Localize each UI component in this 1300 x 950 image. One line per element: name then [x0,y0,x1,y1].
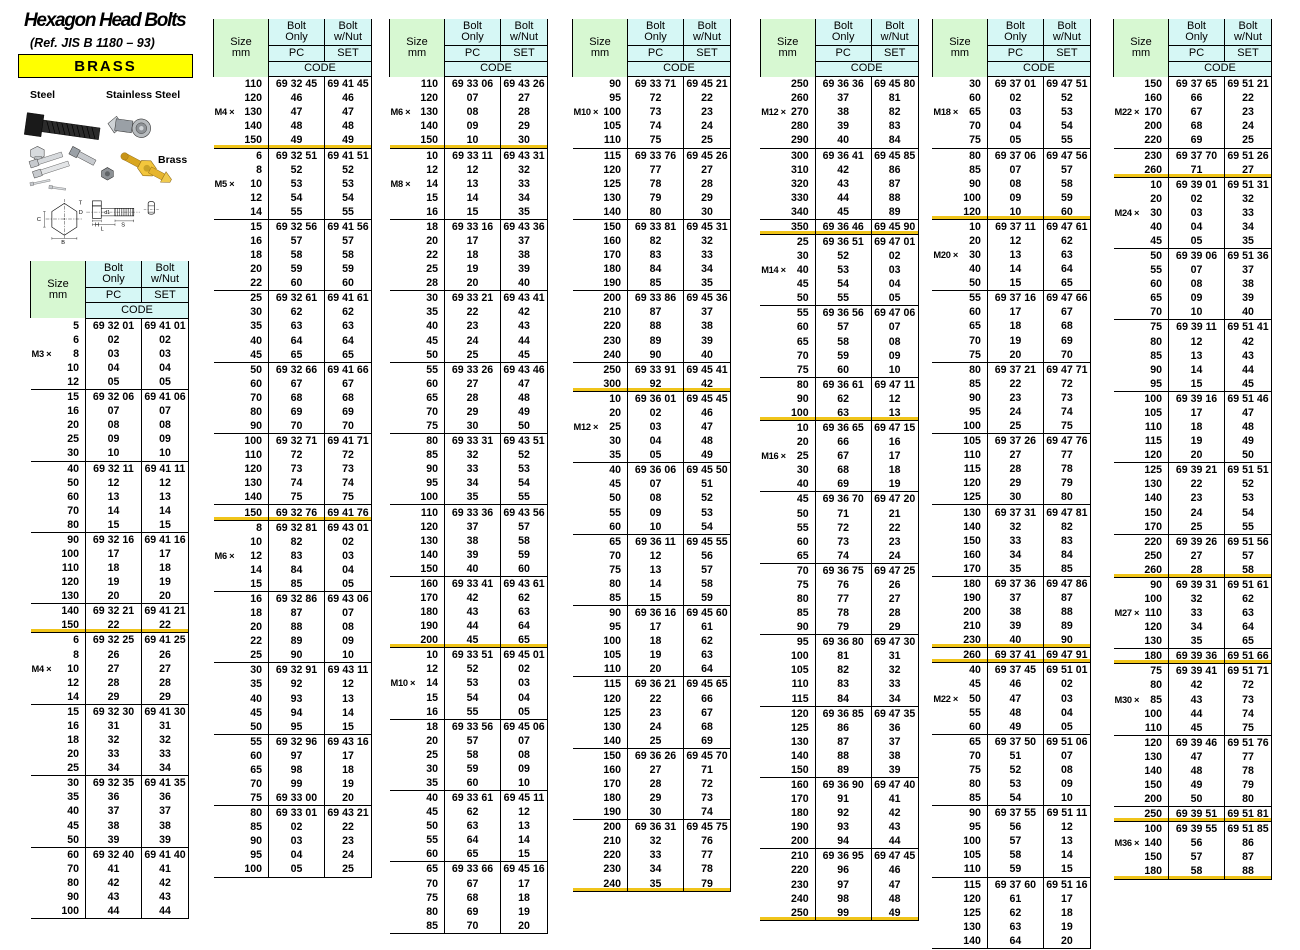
svg-text:S: S [121,223,125,229]
svg-text:D: D [79,210,83,216]
svg-text:H: H [95,223,99,229]
svg-text:C: C [37,217,41,223]
svg-text:L: L [101,226,104,232]
svg-text:d1: d1 [104,210,110,216]
svg-text:B: B [61,240,65,246]
svg-text:T: T [79,201,83,207]
